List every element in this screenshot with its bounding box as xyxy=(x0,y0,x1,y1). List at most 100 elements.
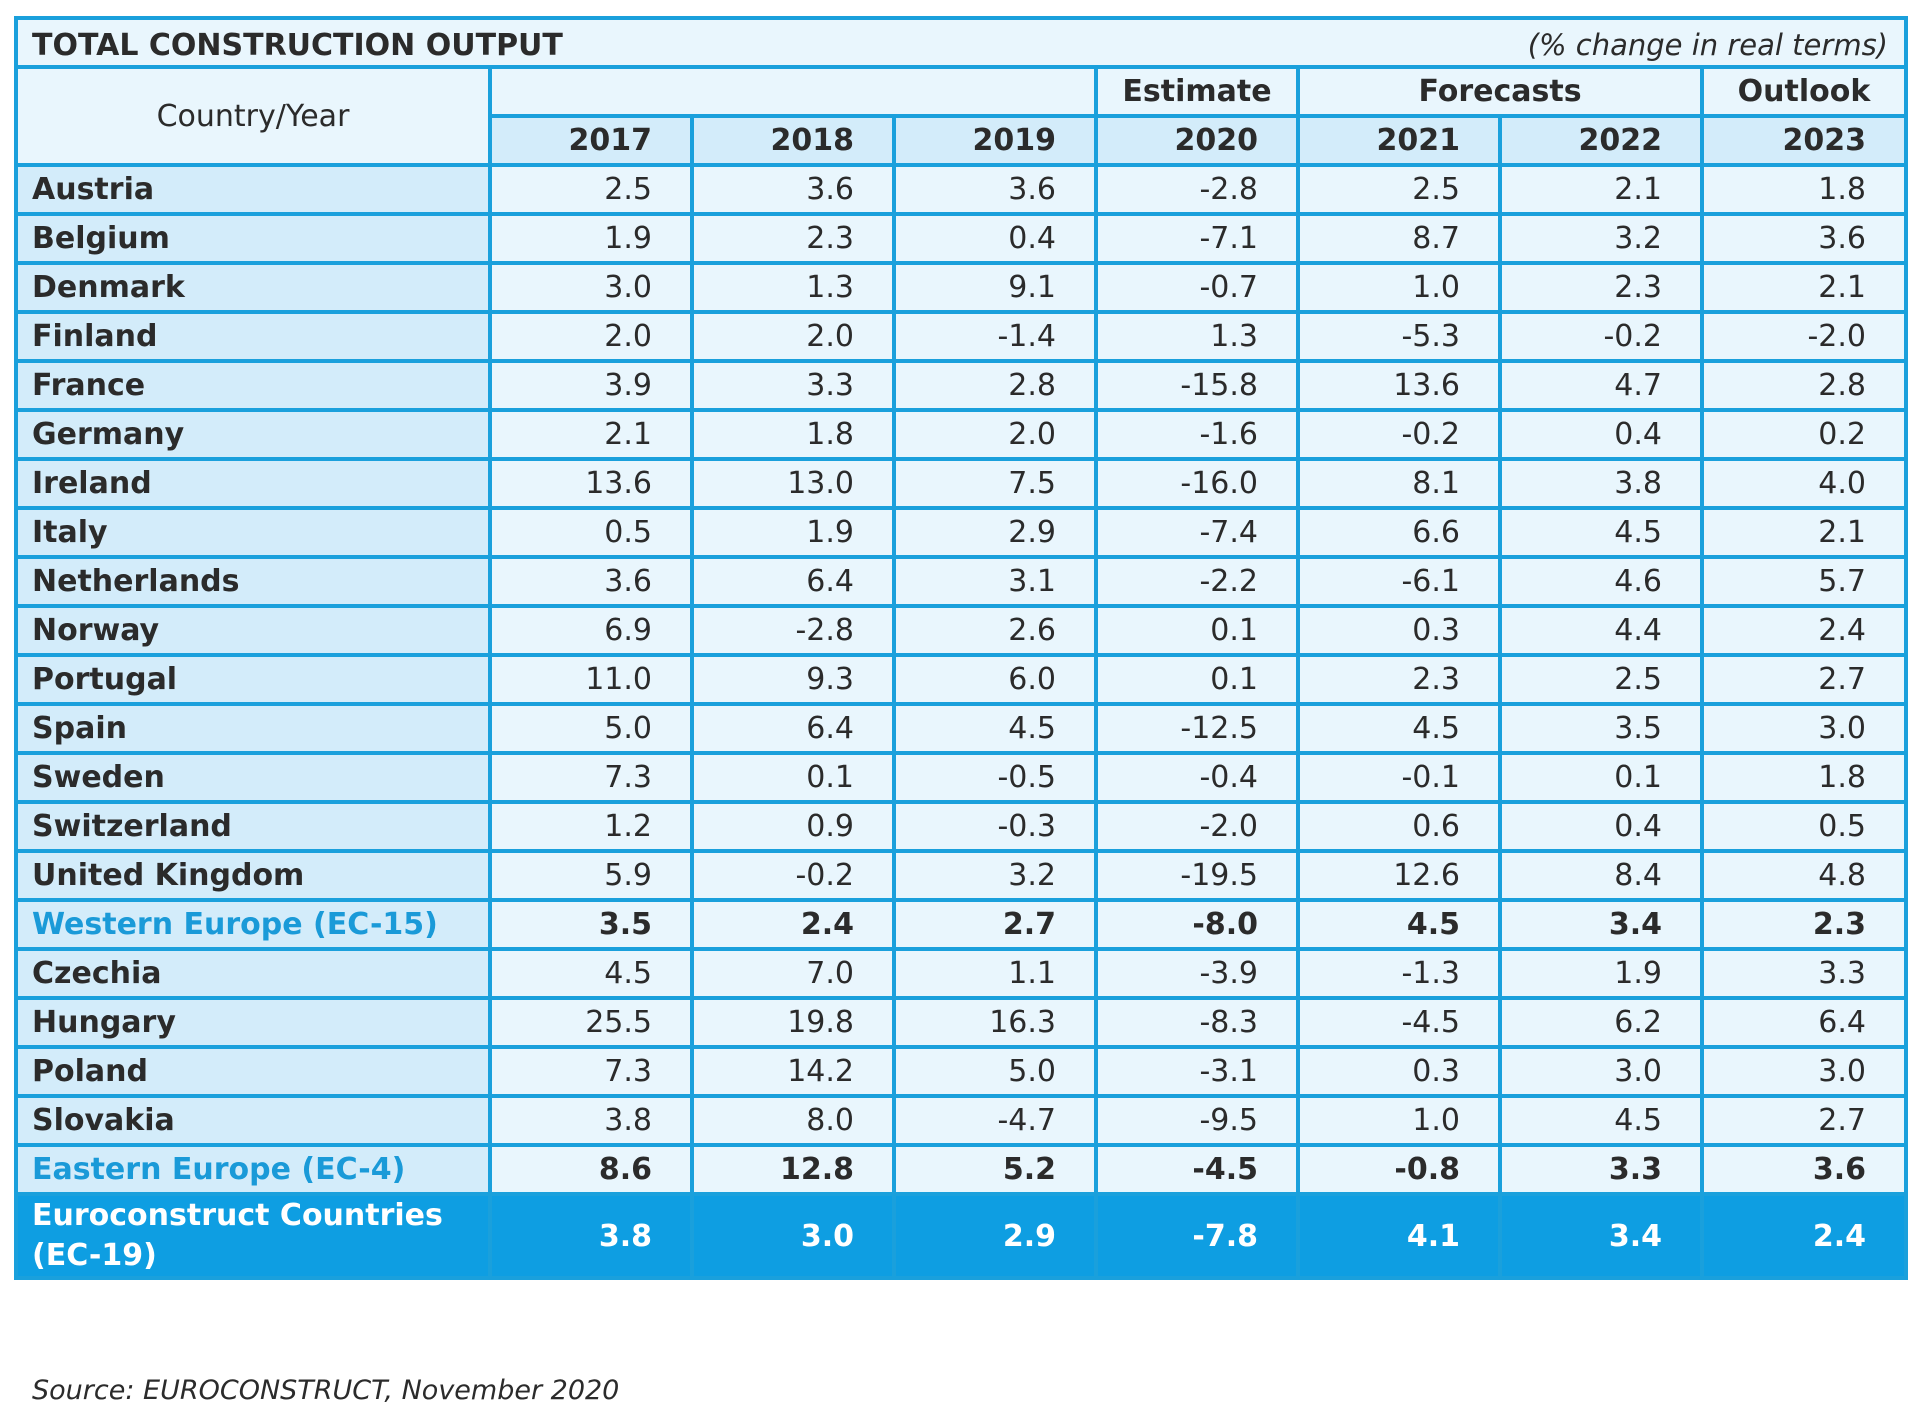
value-cell: 3.5 xyxy=(1498,702,1704,755)
value-cell: 3.0 xyxy=(488,261,694,314)
value-cell: 5.2 xyxy=(892,1143,1098,1196)
value-cell: 4.5 xyxy=(1498,506,1704,559)
value-cell: 1.9 xyxy=(1498,947,1704,1000)
value-cell: 8.7 xyxy=(1296,212,1502,265)
value-cell: 3.0 xyxy=(1700,1045,1908,1098)
value-cell: -5.3 xyxy=(1296,310,1502,363)
value-cell: 6.4 xyxy=(690,555,896,608)
table-row: United Kingdom 5.9 -0.2 3.2 -19.5 12.6 8.4 4.8 xyxy=(14,849,1908,902)
country-name: Norway xyxy=(14,604,492,657)
value-cell: 1.3 xyxy=(690,261,896,314)
country-name: Finland xyxy=(14,310,492,363)
value-cell: 4.5 xyxy=(892,702,1098,755)
value-cell: 0.3 xyxy=(1296,604,1502,657)
value-cell: 0.5 xyxy=(1700,800,1908,853)
country-name: Italy xyxy=(14,506,492,559)
value-cell: 4.1 xyxy=(1296,1192,1502,1280)
value-cell: 4.0 xyxy=(1700,457,1908,510)
value-cell: 4.7 xyxy=(1498,359,1704,412)
value-cell: -7.1 xyxy=(1094,212,1300,265)
value-cell: 1.0 xyxy=(1296,261,1502,314)
value-cell: 1.0 xyxy=(1296,1094,1502,1147)
value-cell: 8.0 xyxy=(690,1094,896,1147)
value-cell: 3.3 xyxy=(690,359,896,412)
table-row: Hungary 25.5 19.8 16.3 -8.3 -4.5 6.2 6.4 xyxy=(14,996,1908,1049)
value-cell: 3.0 xyxy=(1498,1045,1704,1098)
value-cell: 2.8 xyxy=(1700,359,1908,412)
value-cell: -2.8 xyxy=(690,604,896,657)
value-cell: 2.0 xyxy=(892,408,1098,461)
value-cell: -2.2 xyxy=(1094,555,1300,608)
value-cell: 0.1 xyxy=(1498,751,1704,804)
value-cell: 14.2 xyxy=(690,1045,896,1098)
value-cell: 0.6 xyxy=(1296,800,1502,853)
value-cell: 2.6 xyxy=(892,604,1098,657)
country-name: Euroconstruct Countries (EC-19) xyxy=(14,1192,492,1280)
value-cell: 4.6 xyxy=(1498,555,1704,608)
value-cell: 0.4 xyxy=(892,212,1098,265)
country-name: Switzerland xyxy=(14,800,492,853)
table-container: TOTAL CONSTRUCTION OUTPUT (% change in r… xyxy=(14,16,1908,1280)
value-cell: 0.1 xyxy=(1094,653,1300,706)
value-cell: 3.6 xyxy=(1700,1143,1908,1196)
value-cell: -3.9 xyxy=(1094,947,1300,1000)
value-cell: 6.2 xyxy=(1498,996,1704,1049)
value-cell: -1.6 xyxy=(1094,408,1300,461)
country-name: Sweden xyxy=(14,751,492,804)
value-cell: 2.9 xyxy=(892,1192,1098,1280)
value-cell: -0.4 xyxy=(1094,751,1300,804)
value-cell: 3.6 xyxy=(1700,212,1908,265)
value-cell: 3.0 xyxy=(690,1192,896,1280)
value-cell: 6.4 xyxy=(1700,996,1908,1049)
title-cell: TOTAL CONSTRUCTION OUTPUT (% change in r… xyxy=(14,16,1908,69)
table-row: Poland 7.3 14.2 5.0 -3.1 0.3 3.0 3.0 xyxy=(14,1045,1908,1098)
value-cell: 3.3 xyxy=(1700,947,1908,1000)
value-cell: 1.8 xyxy=(1700,751,1908,804)
value-cell: 8.4 xyxy=(1498,849,1704,902)
value-cell: 5.0 xyxy=(892,1045,1098,1098)
value-cell: -0.2 xyxy=(690,849,896,902)
year-header: 2021 xyxy=(1296,114,1502,167)
value-cell: -6.1 xyxy=(1296,555,1502,608)
value-cell: 2.4 xyxy=(1700,604,1908,657)
value-cell: 7.0 xyxy=(690,947,896,1000)
value-cell: 2.5 xyxy=(488,163,694,216)
value-cell: 3.5 xyxy=(488,898,694,951)
value-cell: 19.8 xyxy=(690,996,896,1049)
value-cell: -0.7 xyxy=(1094,261,1300,314)
value-cell: -0.5 xyxy=(892,751,1098,804)
table-row: Sweden 7.3 0.1 -0.5 -0.4 -0.1 0.1 1.8 xyxy=(14,751,1908,804)
value-cell: -3.1 xyxy=(1094,1045,1300,1098)
value-cell: 2.8 xyxy=(892,359,1098,412)
value-cell: 3.2 xyxy=(892,849,1098,902)
value-cell: 3.8 xyxy=(1498,457,1704,510)
value-cell: -8.3 xyxy=(1094,996,1300,1049)
table-row: Austria 2.5 3.6 3.6 -2.8 2.5 2.1 1.8 xyxy=(14,163,1908,216)
value-cell: 2.1 xyxy=(1700,261,1908,314)
value-cell: 3.3 xyxy=(1498,1143,1704,1196)
value-cell: 9.1 xyxy=(892,261,1098,314)
table-row: Norway 6.9 -2.8 2.6 0.1 0.3 4.4 2.4 xyxy=(14,604,1908,657)
country-name: United Kingdom xyxy=(14,849,492,902)
value-cell: 0.3 xyxy=(1296,1045,1502,1098)
value-cell: 8.1 xyxy=(1296,457,1502,510)
value-cell: -1.4 xyxy=(892,310,1098,363)
value-cell: 3.4 xyxy=(1498,898,1704,951)
value-cell: 5.0 xyxy=(488,702,694,755)
value-cell: -16.0 xyxy=(1094,457,1300,510)
value-cell: 3.6 xyxy=(690,163,896,216)
value-cell: 1.8 xyxy=(690,408,896,461)
value-cell: 4.5 xyxy=(488,947,694,1000)
value-cell: 1.8 xyxy=(1700,163,1908,216)
country-name: Austria xyxy=(14,163,492,216)
value-cell: -0.3 xyxy=(892,800,1098,853)
value-cell: 3.1 xyxy=(892,555,1098,608)
value-cell: 12.8 xyxy=(690,1143,896,1196)
group-header-actual xyxy=(488,65,1098,118)
value-cell: -4.7 xyxy=(892,1094,1098,1147)
value-cell: -8.0 xyxy=(1094,898,1300,951)
value-cell: 3.4 xyxy=(1498,1192,1704,1280)
value-cell: 0.9 xyxy=(690,800,896,853)
value-cell: 2.3 xyxy=(690,212,896,265)
value-cell: 1.2 xyxy=(488,800,694,853)
